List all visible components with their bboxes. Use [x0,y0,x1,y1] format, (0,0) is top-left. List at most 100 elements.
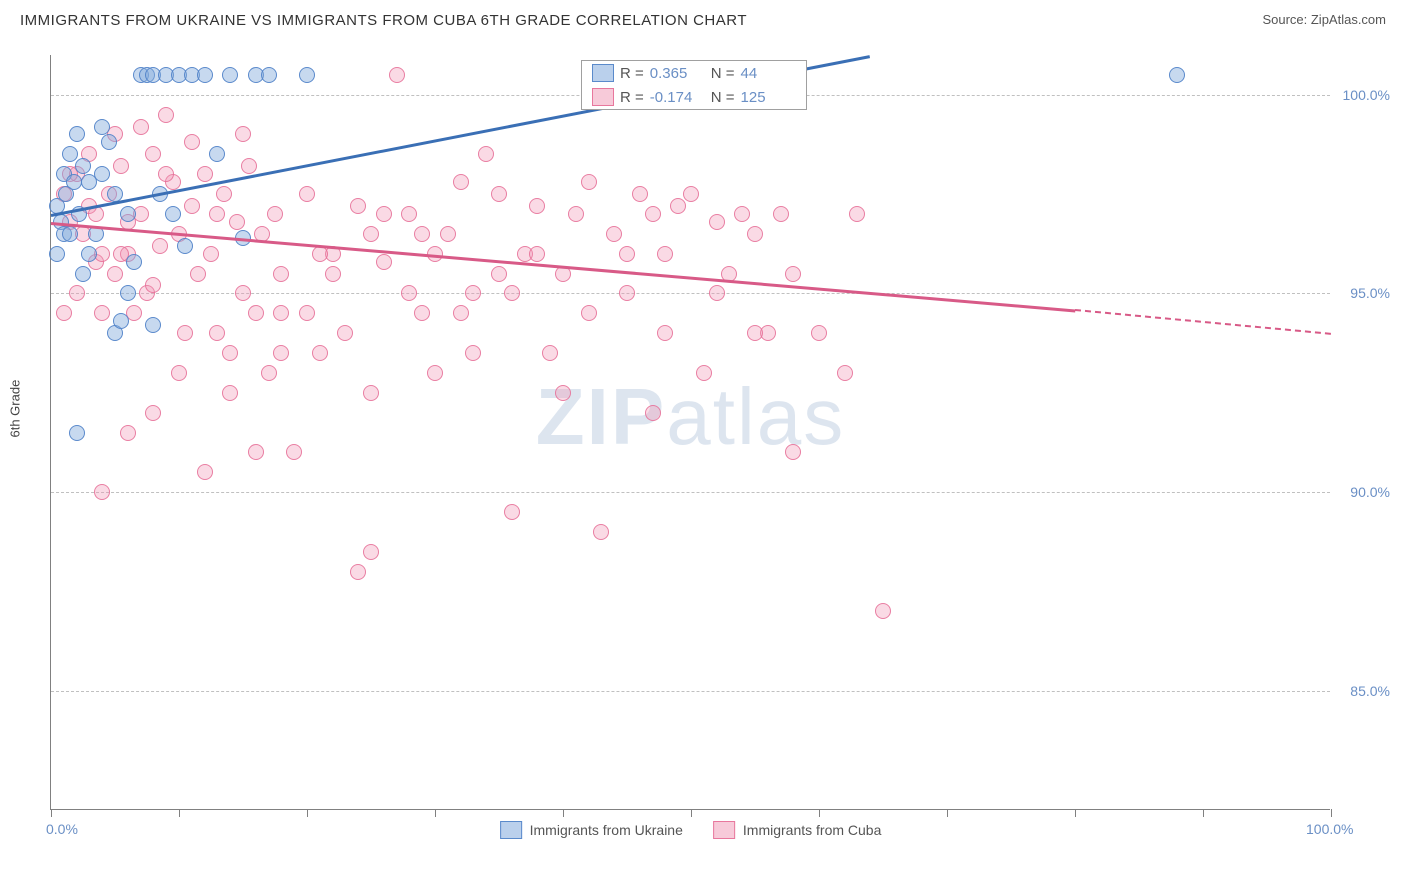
trend-line-extrapolated [1075,309,1331,335]
chart-title: IMMIGRANTS FROM UKRAINE VS IMMIGRANTS FR… [20,12,747,29]
data-point [529,198,545,214]
data-point [94,305,110,321]
y-tick-label: 95.0% [1350,285,1390,301]
data-point [645,405,661,421]
data-point [414,226,430,242]
gridline [51,492,1330,493]
data-point [273,266,289,282]
data-point [49,246,65,262]
data-point [81,246,97,262]
data-point [120,425,136,441]
data-point [453,174,469,190]
data-point [709,285,725,301]
x-tick [179,809,180,817]
data-point [363,385,379,401]
data-point [267,206,283,222]
data-point [126,254,142,270]
data-point [734,206,750,222]
data-point [619,285,635,301]
data-point [337,325,353,341]
data-point [568,206,584,222]
r-value: 0.365 [650,65,705,82]
data-point [145,277,161,293]
data-point [158,107,174,123]
legend-label: Immigrants from Cuba [743,822,881,838]
legend-swatch [713,821,735,839]
data-point [1169,67,1185,83]
data-point [529,246,545,262]
data-point [350,198,366,214]
x-tick [307,809,308,817]
x-tick-label: 100.0% [1306,821,1353,837]
legend-swatch [592,88,614,106]
data-point [81,174,97,190]
data-point [683,186,699,202]
data-point [145,317,161,333]
data-point [312,345,328,361]
data-point [184,134,200,150]
data-point [209,325,225,341]
data-point [581,305,597,321]
data-point [376,206,392,222]
data-point [120,285,136,301]
legend-row: R =-0.174N =125 [582,85,806,109]
data-point [299,67,315,83]
data-point [401,285,417,301]
x-tick-label: 0.0% [46,821,78,837]
data-point [478,146,494,162]
data-point [619,246,635,262]
chart-header: IMMIGRANTS FROM UKRAINE VS IMMIGRANTS FR… [0,0,1406,37]
x-tick [819,809,820,817]
r-label: R = [620,65,644,82]
data-point [363,544,379,560]
data-point [542,345,558,361]
data-point [197,464,213,480]
data-point [427,365,443,381]
data-point [120,206,136,222]
data-point [837,365,853,381]
data-point [75,158,91,174]
chart-container: ZIPatlas 85.0%90.0%95.0%100.0%0.0%100.0%… [50,55,1390,825]
y-tick-label: 85.0% [1350,683,1390,699]
plot-area: ZIPatlas 85.0%90.0%95.0%100.0%0.0%100.0%… [50,55,1330,810]
trend-line [51,222,1075,312]
data-point [222,385,238,401]
legend-label: Immigrants from Ukraine [530,822,683,838]
legend-swatch [592,64,614,82]
source-link[interactable]: ZipAtlas.com [1311,12,1386,27]
data-point [273,305,289,321]
data-point [325,266,341,282]
data-point [299,186,315,202]
r-value: -0.174 [650,89,705,106]
data-point [261,67,277,83]
data-point [69,425,85,441]
data-point [350,564,366,580]
legend-swatch [500,821,522,839]
data-point [248,305,264,321]
data-point [229,214,245,230]
data-point [773,206,789,222]
data-point [222,67,238,83]
data-point [491,186,507,202]
data-point [184,198,200,214]
data-point [101,134,117,150]
n-value: 44 [741,65,796,82]
data-point [107,266,123,282]
data-point [785,444,801,460]
data-point [66,174,82,190]
data-point [670,198,686,214]
data-point [75,266,91,282]
data-point [491,266,507,282]
data-point [241,158,257,174]
data-point [235,126,251,142]
data-point [56,305,72,321]
data-point [248,444,264,460]
data-point [171,365,187,381]
data-point [555,385,571,401]
data-point [849,206,865,222]
data-point [606,226,622,242]
data-point [94,484,110,500]
data-point [401,206,417,222]
n-value: 125 [741,89,796,106]
gridline [51,691,1330,692]
